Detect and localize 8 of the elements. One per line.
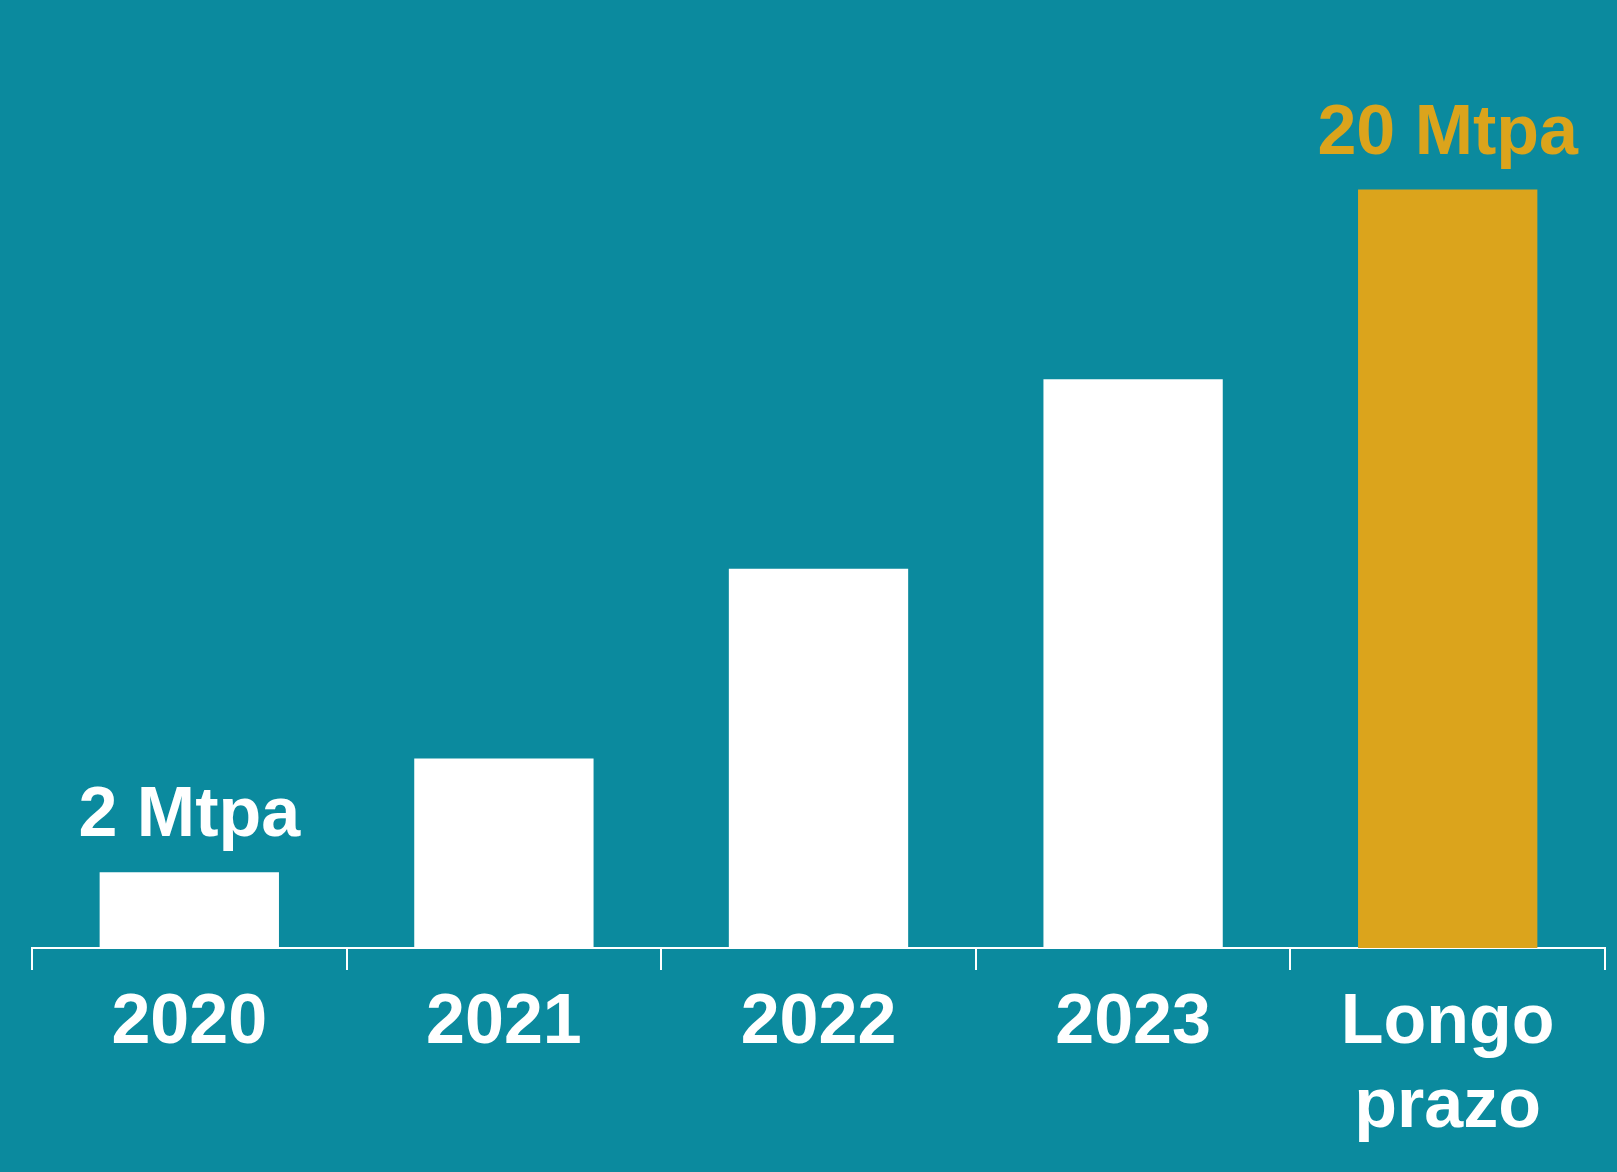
x-tick-label: Longo prazo [1340,980,1555,1143]
data-label: 20 Mtpa [1317,90,1580,169]
x-tick-label: 2021 [426,980,582,1059]
bar [1358,189,1538,948]
x-tick-label: 2023 [1055,980,1211,1059]
x-tick-label: 2022 [740,980,897,1059]
x-tick-label: 2020 [111,980,268,1059]
data-label: 2 Mtpa [78,773,302,852]
